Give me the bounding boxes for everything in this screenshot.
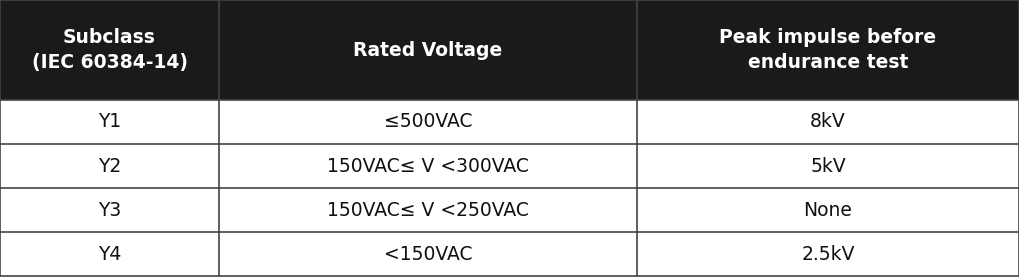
- Bar: [637, 0, 1019, 100]
- Bar: [0, 0, 219, 100]
- Text: Subclass
(IEC 60384-14): Subclass (IEC 60384-14): [32, 28, 187, 72]
- Bar: [0, 144, 219, 188]
- Bar: [0, 100, 219, 144]
- Bar: [219, 188, 637, 232]
- Bar: [0, 188, 219, 232]
- Text: None: None: [804, 200, 852, 220]
- Text: Y3: Y3: [98, 200, 121, 220]
- Text: 2.5kV: 2.5kV: [801, 244, 855, 264]
- Bar: [637, 188, 1019, 232]
- Text: Y4: Y4: [98, 244, 121, 264]
- Bar: [637, 100, 1019, 144]
- Text: 8kV: 8kV: [810, 113, 846, 131]
- Text: Y2: Y2: [98, 157, 121, 175]
- Text: 5kV: 5kV: [810, 157, 846, 175]
- Text: 150VAC≤ V <250VAC: 150VAC≤ V <250VAC: [327, 200, 529, 220]
- Bar: [219, 232, 637, 276]
- Text: Peak impulse before
endurance test: Peak impulse before endurance test: [719, 28, 936, 72]
- Bar: [219, 0, 637, 100]
- Text: <150VAC: <150VAC: [384, 244, 472, 264]
- Bar: [0, 232, 219, 276]
- Text: Rated Voltage: Rated Voltage: [354, 41, 502, 59]
- Text: 150VAC≤ V <300VAC: 150VAC≤ V <300VAC: [327, 157, 529, 175]
- Bar: [637, 144, 1019, 188]
- Bar: [219, 144, 637, 188]
- Bar: [219, 100, 637, 144]
- Bar: [637, 232, 1019, 276]
- Text: ≤500VAC: ≤500VAC: [384, 113, 472, 131]
- Text: Y1: Y1: [98, 113, 121, 131]
